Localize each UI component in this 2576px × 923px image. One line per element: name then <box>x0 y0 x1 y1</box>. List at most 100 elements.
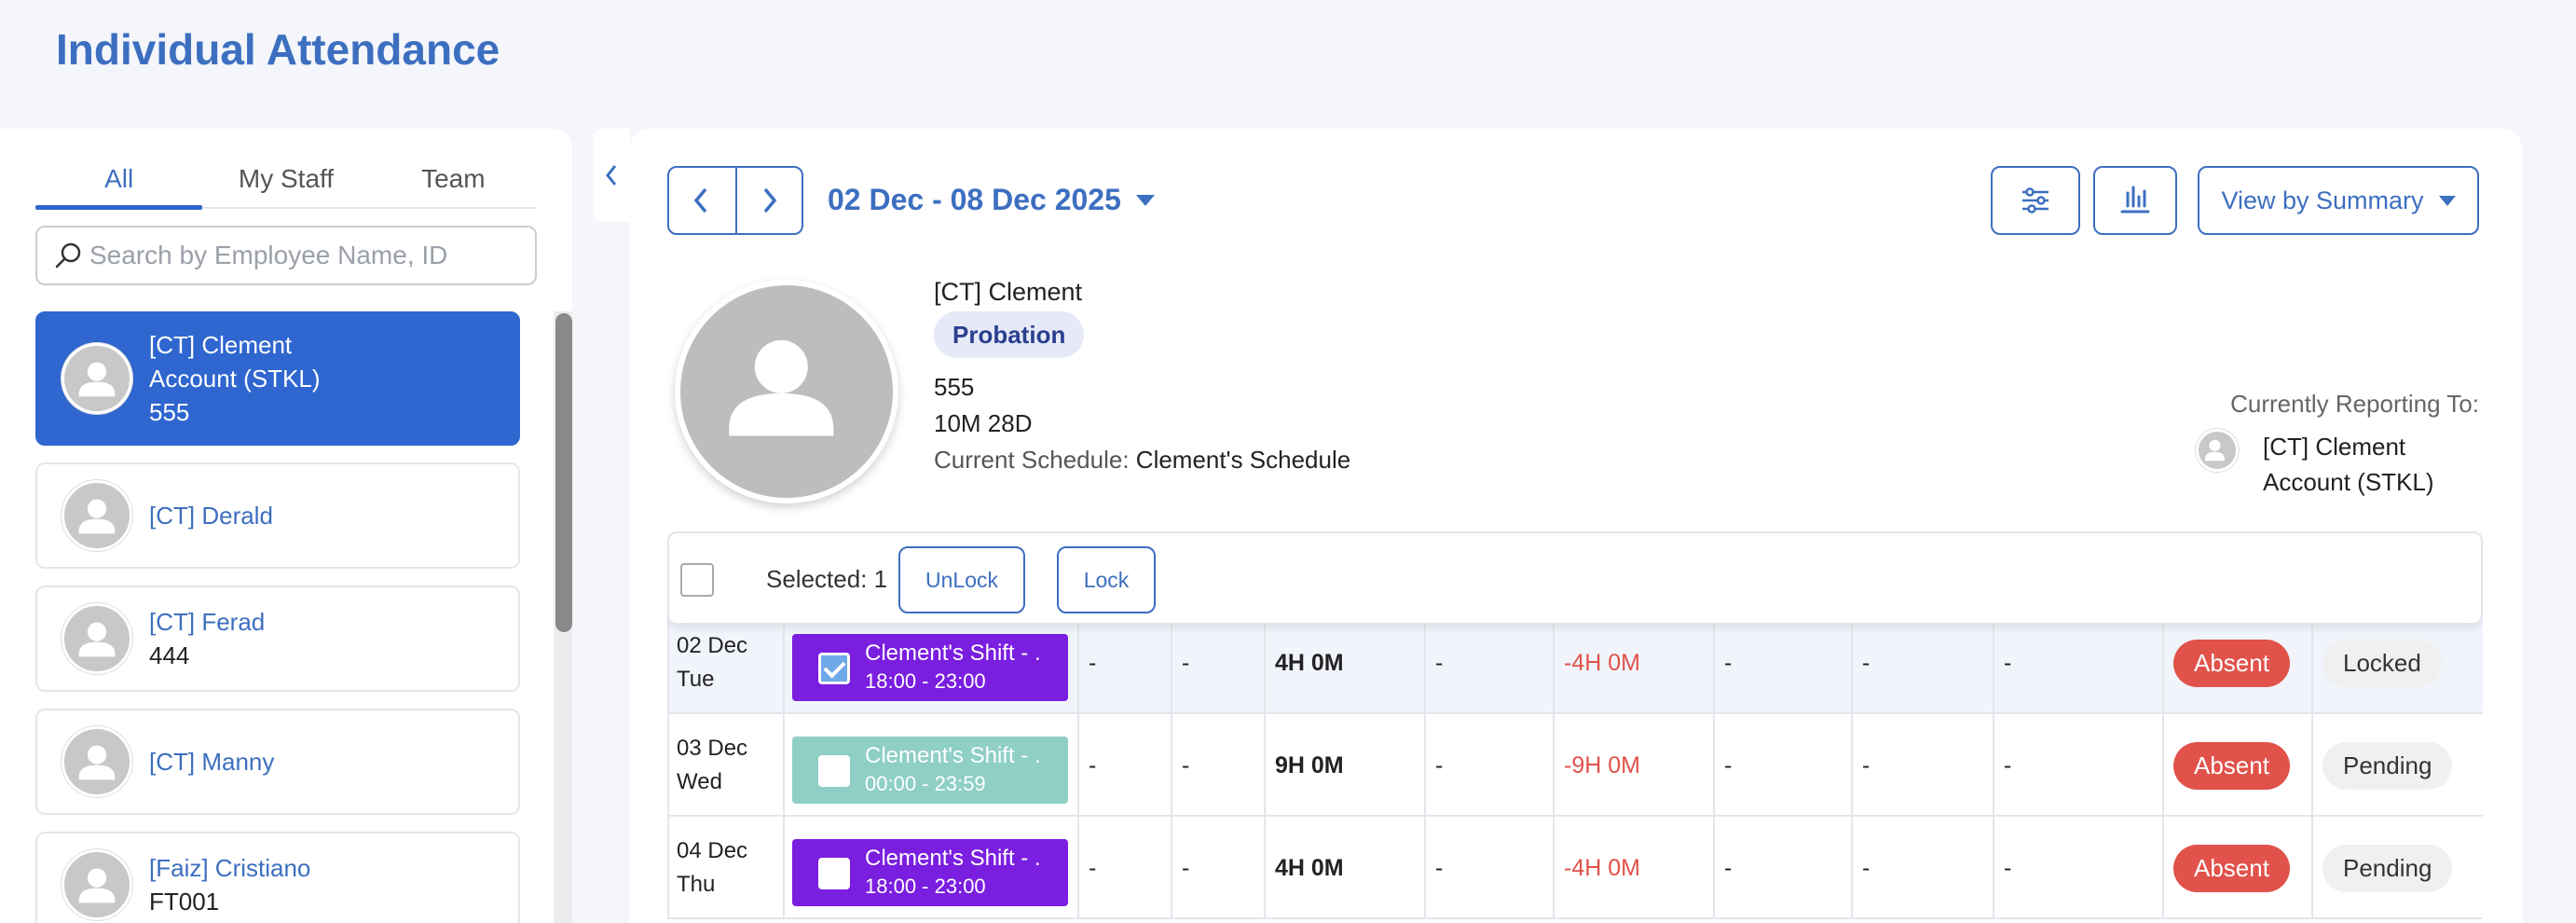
table-cell: - <box>1851 714 1993 817</box>
row-checkbox[interactable] <box>818 653 850 684</box>
absent-badge: Absent <box>2173 639 2290 687</box>
table-row[interactable]: 04 Dec Thu Clement's Shift - . 18:00 - 23… <box>667 817 2483 919</box>
profile-id: 555 <box>934 373 975 401</box>
reporting-manager-name: [CT] Clement <box>2263 433 2406 461</box>
employee-card-ferad[interactable]: [CT] Ferad 444 <box>35 585 520 692</box>
shift-block[interactable]: Clement's Shift - . 00:00 - 23:59 <box>792 737 1068 804</box>
table-cell: - <box>1171 714 1264 817</box>
table-cell: - <box>1171 817 1264 919</box>
employee-id: 555 <box>149 398 190 426</box>
shift-name: Clement's Shift - . <box>865 846 1041 871</box>
lock-status-badge: Pending <box>2323 844 2453 892</box>
table-cell: - <box>1993 612 2162 714</box>
reporting-avatar <box>2196 429 2239 472</box>
shift-cell <box>783 714 1077 817</box>
table-cell: - <box>1077 714 1171 817</box>
profile-avatar <box>675 280 898 503</box>
shift-time: 18:00 - 23:00 <box>865 669 986 693</box>
row-checkbox[interactable] <box>818 858 850 889</box>
attendance-table: Selected: 1 UnLock Lock 02 Dec Tue Clemen… <box>667 531 2483 923</box>
employment-status-badge: Probation <box>934 311 1085 358</box>
table-cell: - <box>1077 817 1171 919</box>
employee-card-derald[interactable]: [CT] Derald <box>35 462 520 569</box>
view-by-dropdown[interactable]: View by Summary <box>2198 166 2479 235</box>
table-cell: - <box>1713 817 1851 919</box>
shift-cell <box>783 817 1077 919</box>
avatar <box>62 603 132 674</box>
date-cell: 03 Dec Wed <box>667 714 783 817</box>
table-cell: - <box>1851 612 1993 714</box>
employee-name: [CT] Derald <box>149 502 273 530</box>
caret-down-icon <box>1135 194 1155 206</box>
date-cell: 04 Dec Thu <box>667 817 783 919</box>
scheduled-hours: 4H 0M <box>1264 612 1424 714</box>
filter-sliders-icon <box>2022 187 2048 214</box>
employee-department: Account (STKL) <box>149 365 321 393</box>
scheduled-hours: 9H 0M <box>1264 714 1424 817</box>
unlock-button[interactable]: UnLock <box>898 546 1025 613</box>
table-cell: - <box>1851 817 1993 919</box>
attendance-cell: Absent <box>2162 714 2311 817</box>
tab-all[interactable]: All <box>35 155 203 210</box>
select-all-checkbox[interactable] <box>680 563 714 597</box>
schedule-label: Current Schedule: <box>934 446 1130 474</box>
avatar <box>62 849 132 920</box>
chevron-left-icon <box>606 165 617 186</box>
chart-button[interactable] <box>2093 166 2177 235</box>
lock-status-cell: Pending <box>2311 714 2483 817</box>
selection-toolbar: Selected: 1 UnLock Lock <box>667 531 2483 625</box>
prev-week-button[interactable] <box>669 168 735 233</box>
view-by-label: View by Summary <box>2221 186 2424 214</box>
row-checkbox[interactable] <box>818 755 850 787</box>
employee-name: [CT] Ferad <box>149 608 266 636</box>
avatar <box>62 726 132 797</box>
absent-badge: Absent <box>2173 741 2290 790</box>
reporting-manager: [CT] Clement Account (STKL) <box>2263 429 2434 500</box>
attendance-cell: Absent <box>2162 612 2311 714</box>
date-range-dropdown[interactable]: 02 Dec - 08 Dec 2025 <box>828 183 1155 217</box>
profile-tenure: 10M 28D <box>934 409 1033 437</box>
attendance-panel: 02 Dec - 08 Dec 2025 View by Summary [CT… <box>630 129 2522 923</box>
shift-block[interactable]: Clement's Shift - . 18:00 - 23:00 <box>792 634 1068 701</box>
search-input[interactable] <box>89 241 535 270</box>
scheduled-hours: 4H 0M <box>1264 817 1424 919</box>
date-cell: 02 Dec Tue <box>667 612 783 714</box>
shift-block[interactable]: Clement's Shift - . 18:00 - 23:00 <box>792 839 1068 906</box>
employee-tabs: All My Staff Team <box>35 155 537 210</box>
absent-badge: Absent <box>2173 844 2290 892</box>
employee-card-manny[interactable]: [CT] Manny <box>35 709 520 815</box>
filter-button[interactable] <box>1991 166 2080 235</box>
employee-panel: All My Staff Team [CT] Clement Account (… <box>0 129 572 923</box>
lock-button[interactable]: Lock <box>1057 546 1156 613</box>
attendance-cell: Absent <box>2162 817 2311 919</box>
shift-time: 18:00 - 23:00 <box>865 875 986 898</box>
reporting-manager-department: Account (STKL) <box>2263 468 2434 496</box>
caret-down-icon <box>2438 195 2456 206</box>
collapse-panel-button[interactable] <box>593 129 630 222</box>
tab-team[interactable]: Team <box>421 164 486 193</box>
hours-difference: -4H 0M <box>1553 612 1713 714</box>
employee-card-cristiano[interactable]: [Faiz] Cristiano FT001 <box>35 832 520 923</box>
chevron-left-icon <box>694 187 707 214</box>
tab-my-staff[interactable]: My Staff <box>238 164 335 193</box>
shift-time: 00:00 - 23:59 <box>865 772 986 795</box>
shift-name: Clement's Shift - . <box>865 641 1041 666</box>
chevron-right-icon <box>764 187 777 214</box>
week-navigation <box>667 166 803 235</box>
scrollbar-thumb[interactable] <box>555 313 572 632</box>
employee-id: FT001 <box>149 888 220 916</box>
table-row[interactable]: 02 Dec Tue Clement's Shift - . 18:00 - 23… <box>667 612 2483 714</box>
table-row[interactable]: 03 Dec Wed Clement's Shift - . 00:00 - 23… <box>667 714 2483 817</box>
table-cell: - <box>1077 612 1171 714</box>
next-week-button[interactable] <box>734 168 802 233</box>
avatar <box>62 343 132 414</box>
employee-id: 444 <box>149 641 190 669</box>
table-cell: - <box>1713 714 1851 817</box>
lock-status-badge: Pending <box>2323 741 2453 790</box>
employee-name: [CT] Manny <box>149 748 275 776</box>
lock-status-badge: Locked <box>2323 639 2442 687</box>
table-cell: - <box>1424 714 1553 817</box>
current-schedule: Current Schedule: Clement's Schedule <box>934 446 1350 475</box>
bar-chart-icon <box>2120 186 2150 214</box>
employee-card-clement[interactable]: [CT] Clement Account (STKL) 555 <box>35 311 520 446</box>
